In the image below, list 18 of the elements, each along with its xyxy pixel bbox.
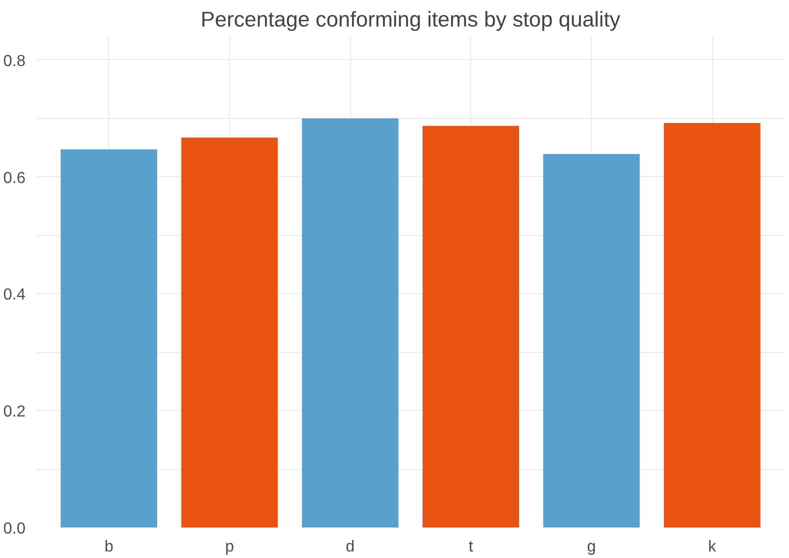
y-tick-label: 0.6 xyxy=(3,170,26,187)
x-tick-label: b xyxy=(104,538,114,556)
x-tick-label: k xyxy=(708,538,718,556)
bar xyxy=(60,149,158,528)
y-tick-label: 0.8 xyxy=(3,52,26,70)
bar xyxy=(422,126,520,528)
x-tick-label: p xyxy=(225,538,234,556)
y-tick-label: 0.4 xyxy=(3,286,26,304)
chart-title: Percentage conforming items by stop quality xyxy=(200,8,621,32)
bar xyxy=(302,118,398,528)
x-tick-label: g xyxy=(587,538,596,556)
bar xyxy=(664,123,760,528)
x-tick-label: d xyxy=(346,538,355,556)
bar xyxy=(543,154,640,528)
bar xyxy=(181,138,278,528)
y-tick-label: 0.0 xyxy=(3,520,26,538)
x-tick-label: t xyxy=(468,538,474,556)
y-tick-label: 0.2 xyxy=(3,404,26,421)
